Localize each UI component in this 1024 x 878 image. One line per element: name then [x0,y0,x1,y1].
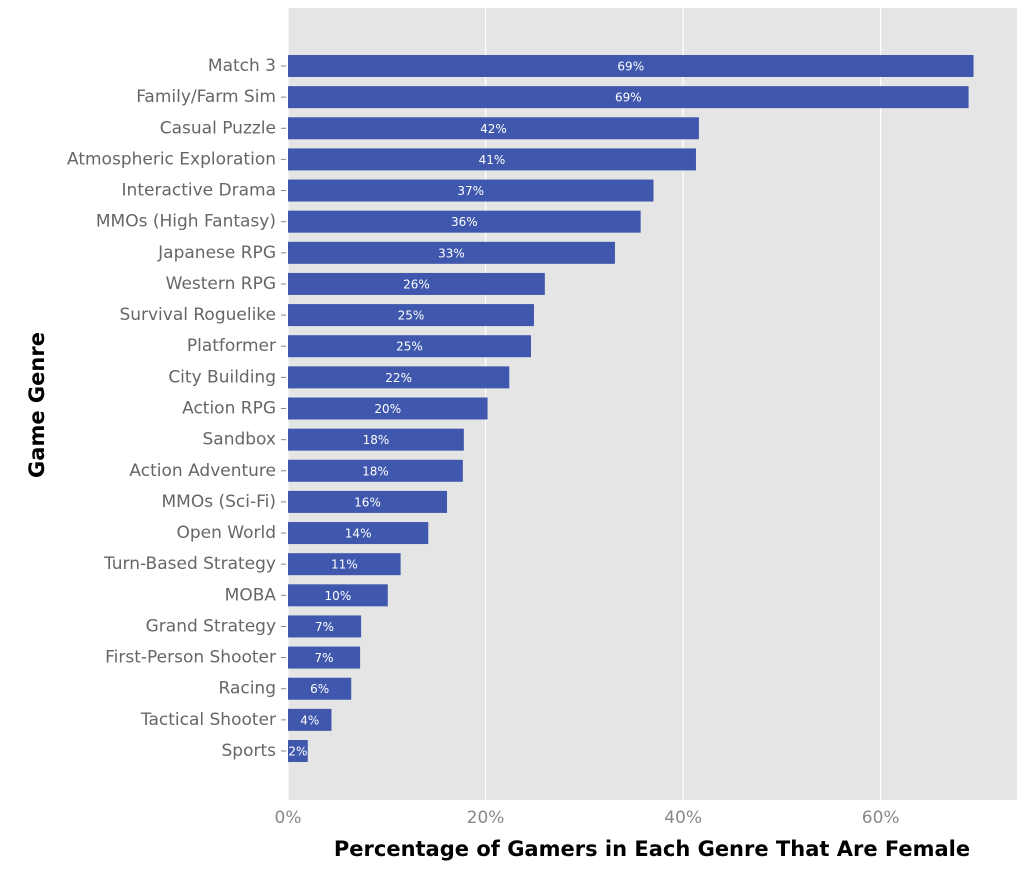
y-tick-label: Atmospheric Exploration [67,149,276,169]
value-label: 20% [374,402,401,416]
y-tick-label: Interactive Drama [122,181,276,201]
bar [288,55,974,77]
value-label: 14% [345,527,372,541]
value-label: 25% [398,309,425,323]
bar [288,366,510,389]
bar [288,522,429,545]
value-label: 69% [615,91,642,105]
y-tick-label: Sandbox [202,430,276,450]
bar [288,86,969,109]
y-tick-label: Sports [222,741,277,761]
y-axis-title: Game Genre [25,332,49,478]
bar [288,304,534,327]
bar [288,646,361,669]
y-tick-label: Japanese RPG [157,243,276,263]
y-tick-label: MMOs (High Fantasy) [96,212,276,232]
value-label: 18% [362,464,389,478]
bar [288,210,641,233]
bar [288,459,463,482]
y-tick-label: Turn-Based Strategy [103,554,276,574]
y-tick-label: First-Person Shooter [105,648,276,668]
value-label: 26% [403,277,430,291]
value-label: 41% [479,153,506,167]
y-tick-label: Racing [219,679,277,699]
value-label: 37% [457,184,484,198]
bar [288,708,332,731]
y-tick-label: Platformer [187,336,276,356]
value-label: 25% [396,340,423,354]
value-label: 22% [385,371,412,385]
x-tick-label: 40% [664,808,702,828]
bar [288,148,696,171]
bar [288,740,308,762]
value-label: 7% [315,651,334,665]
y-tick-label: Family/Farm Sim [136,87,276,107]
value-label: 16% [354,495,381,509]
value-label: 10% [325,589,352,603]
bar [288,428,464,451]
y-tick-label: Grand Strategy [146,616,276,636]
value-label: 33% [438,246,465,260]
x-tick-label: 20% [467,808,505,828]
value-label: 18% [363,433,390,447]
y-tick-label: Action Adventure [129,461,276,481]
y-tick-label: Match 3 [208,56,276,76]
value-label: 42% [480,122,507,136]
y-tick-label: MMOs (Sci-Fi) [161,492,276,512]
value-label: 7% [315,620,334,634]
y-tick-label: Western RPG [166,274,276,294]
value-label: 6% [310,682,329,696]
bar [288,615,362,638]
value-label: 4% [300,713,319,727]
bar [288,397,488,420]
bar [288,677,352,700]
bar [288,553,401,576]
bar [288,335,531,358]
y-tick-label: Casual Puzzle [160,118,276,138]
bar [288,584,388,607]
bar [288,272,545,295]
x-tick-label: 60% [862,808,900,828]
bar [288,117,699,140]
bar [288,490,448,513]
x-axis-title: Percentage of Gamers in Each Genre That … [334,837,970,861]
x-tick-label: 0% [275,808,302,828]
y-tick-label: Open World [176,523,276,543]
bar [288,179,654,202]
value-label: 36% [451,215,478,229]
y-tick-label: Tactical Shooter [140,710,276,730]
y-tick-label: Survival Roguelike [119,305,276,325]
y-tick-label: MOBA [225,585,277,605]
value-label: 2% [288,745,307,759]
y-tick-label: Action RPG [182,399,276,419]
bar [288,241,615,264]
value-label: 11% [331,558,358,572]
y-tick-label: City Building [168,367,276,387]
value-label: 69% [617,60,644,74]
